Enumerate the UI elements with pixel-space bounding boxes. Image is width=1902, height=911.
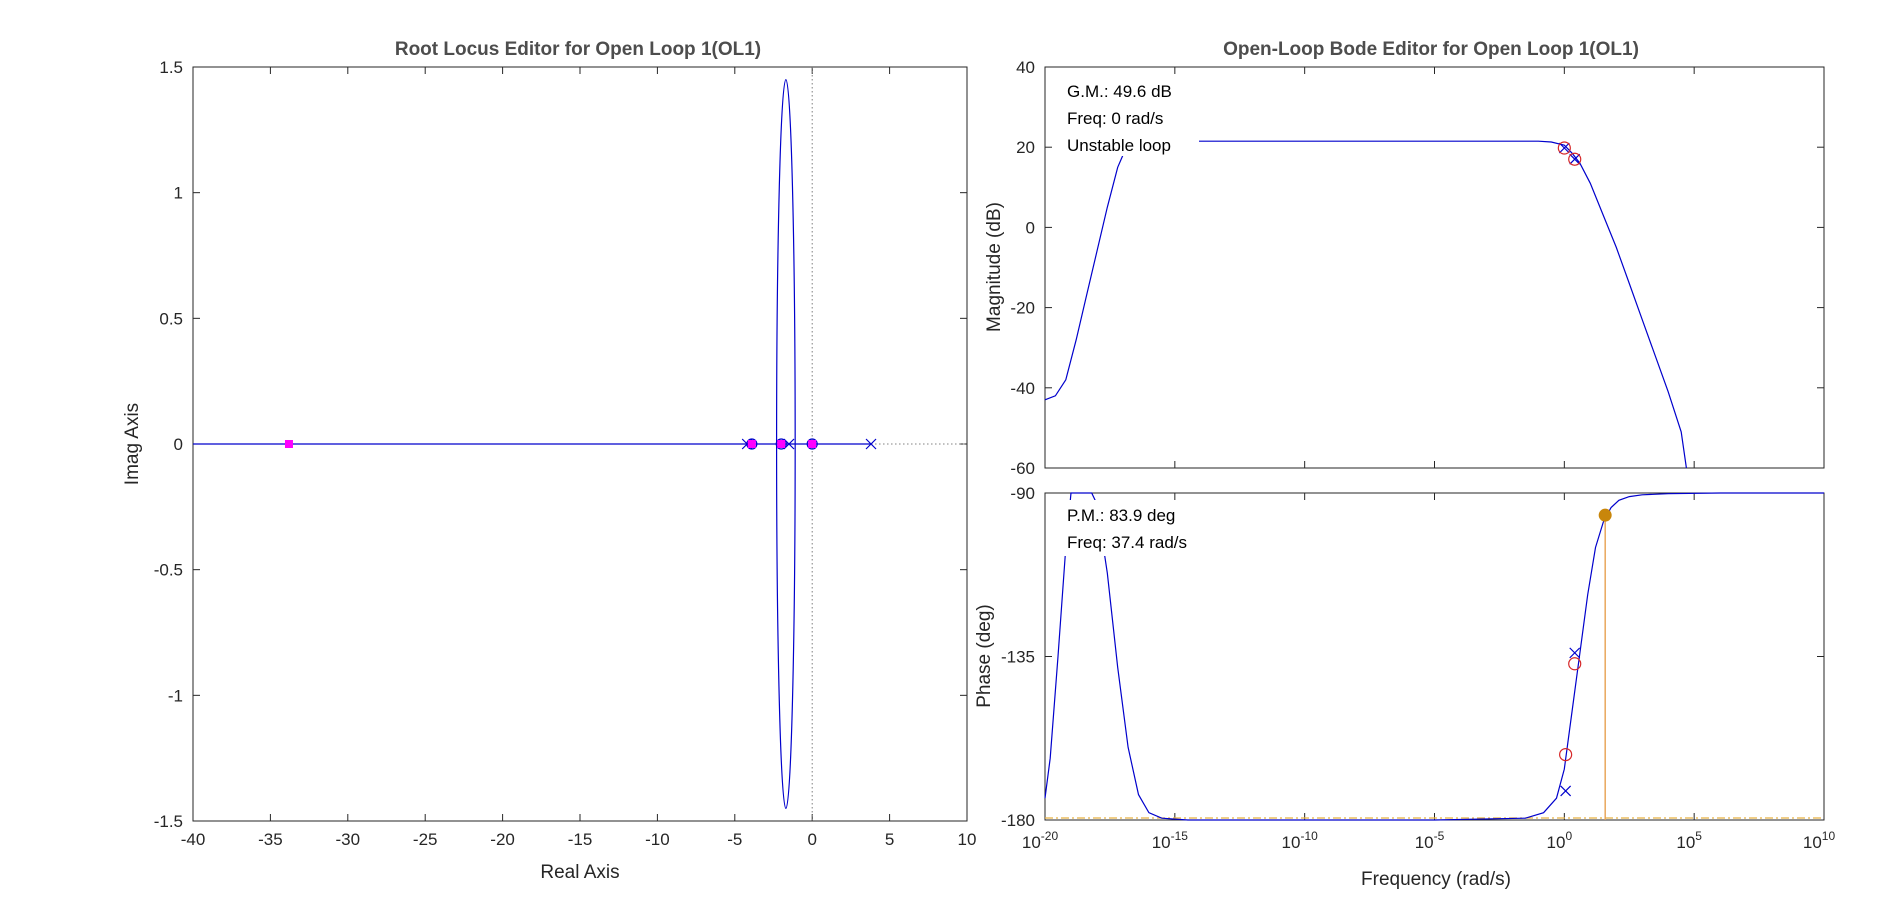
magnitude-zero-marker — [1557, 141, 1571, 155]
phase-y-ticks: -180 -135 -90 — [1001, 484, 1824, 830]
y-tick-label: -60 — [1010, 459, 1035, 478]
x-tick-label: -30 — [336, 830, 361, 849]
open-loop-pole — [865, 438, 877, 450]
phase-curve — [1044, 492, 1824, 821]
x-tick-label: 105 — [1676, 829, 1702, 852]
magnitude-pole-marker — [1569, 153, 1581, 165]
y-tick-label: 40 — [1016, 58, 1035, 77]
root-locus-content — [193, 67, 967, 821]
closed-loop-pole — [284, 440, 293, 448]
x-tick-label: -5 — [727, 830, 742, 849]
root-locus-title: Root Locus Editor for Open Loop 1(OL1) — [395, 39, 761, 60]
closed-loop-pole — [747, 440, 756, 448]
x-tick-label: -20 — [490, 830, 515, 849]
y-tick-label: 0 — [174, 435, 183, 454]
closed-loop-pole — [777, 440, 786, 448]
magnitude-x-ticks — [1044, 67, 1825, 468]
x-tick-label: -15 — [568, 830, 593, 849]
y-tick-label: 1.5 — [159, 58, 183, 77]
gain-margin-annotation: G.M.: 49.6 dB Freq: 0 rad/s Unstable loo… — [1063, 76, 1199, 156]
y-tick-label: -20 — [1010, 299, 1035, 318]
x-tick-label: 10-20 — [1022, 829, 1059, 852]
unstable-loop-text: Unstable loop — [1067, 136, 1171, 155]
open-loop-zero — [746, 438, 758, 450]
y-tick-label: -1.5 — [154, 812, 183, 831]
phase-content — [1044, 492, 1824, 821]
y-tick-label: 0 — [1026, 218, 1035, 237]
x-tick-label: 100 — [1547, 829, 1573, 852]
x-tick-label: 10-15 — [1152, 829, 1189, 852]
gain-margin-text: G.M.: 49.6 dB — [1067, 82, 1172, 101]
phase-pole-marker — [1560, 785, 1572, 797]
x-tick-label: -10 — [645, 830, 670, 849]
phase-ylabel: Phase (deg) — [974, 604, 995, 708]
x-tick-label: -40 — [181, 830, 206, 849]
root-locus-ylabel: Imag Axis — [122, 403, 143, 485]
magnitude-ylabel: Magnitude (dB) — [984, 202, 1005, 332]
y-tick-label: -40 — [1010, 379, 1035, 398]
y-tick-label: 0.5 — [159, 309, 183, 328]
phase-zero-marker — [1559, 747, 1573, 762]
phase-x-ticks: 10-20 10-15 10-10 10-5 100 105 1010 — [1022, 493, 1836, 852]
magnitude-y-ticks: -60 -40 -20 0 20 40 — [1010, 58, 1824, 478]
magnitude-content — [1044, 140, 1687, 469]
bode-title: Open-Loop Bode Editor for Open Loop 1(OL… — [1223, 39, 1639, 60]
closed-loop-pole — [808, 440, 817, 448]
open-loop-zero — [806, 438, 818, 450]
bode-magnitude-plot[interactable]: Open-Loop Bode Editor for Open Loop 1(OL… — [984, 39, 1825, 478]
y-tick-label: 1 — [174, 184, 183, 203]
y-tick-label: -180 — [1001, 811, 1035, 830]
open-loop-zero — [775, 438, 787, 450]
x-tick-label: -25 — [413, 830, 438, 849]
y-tick-label: -90 — [1010, 484, 1035, 503]
y-tick-label: -1 — [168, 686, 183, 705]
x-tick-label: -35 — [258, 830, 283, 849]
phase-pole-marker — [1569, 647, 1581, 659]
y-tick-label: -135 — [1001, 648, 1035, 667]
root-locus-plot[interactable]: Root Locus Editor for Open Loop 1(OL1) -… — [122, 39, 976, 883]
x-tick-label: 5 — [885, 830, 894, 849]
root-locus-xlabel: Real Axis — [540, 862, 619, 883]
bode-phase-plot[interactable]: -180 -135 -90 10-20 10-15 10-10 10-5 100 105 101… — [974, 484, 1835, 890]
phase-margin-marker — [1598, 508, 1612, 522]
root-locus-x-ticks: -40 -35 -30 -25 -20 -15 -10 -5 0 5 10 — [181, 67, 977, 849]
magnitude-zero-marker — [1568, 152, 1582, 166]
y-tick-label: -0.5 — [154, 561, 183, 580]
phase-margin-text: P.M.: 83.9 deg — [1067, 506, 1175, 525]
root-locus-y-ticks: -1.5 -1 -0.5 0 0.5 1 1.5 — [154, 58, 967, 831]
x-tick-label: 10-5 — [1415, 829, 1445, 852]
x-tick-label: 10 — [958, 830, 977, 849]
x-tick-label: 0 — [807, 830, 816, 849]
gain-margin-freq-text: Freq: 0 rad/s — [1067, 109, 1163, 128]
x-tick-label: 1010 — [1803, 829, 1836, 852]
y-tick-label: 20 — [1016, 138, 1035, 157]
magnitude-curve — [1044, 140, 1687, 469]
magnitude-pole-marker — [1558, 142, 1570, 154]
x-tick-label: 10-10 — [1282, 829, 1319, 852]
phase-margin-annotation: P.M.: 83.9 deg Freq: 37.4 rad/s — [1063, 500, 1213, 556]
frequency-xlabel: Frequency (rad/s) — [1361, 869, 1511, 890]
phase-margin-freq-text: Freq: 37.4 rad/s — [1067, 533, 1187, 552]
phase-zero-marker — [1568, 657, 1582, 671]
